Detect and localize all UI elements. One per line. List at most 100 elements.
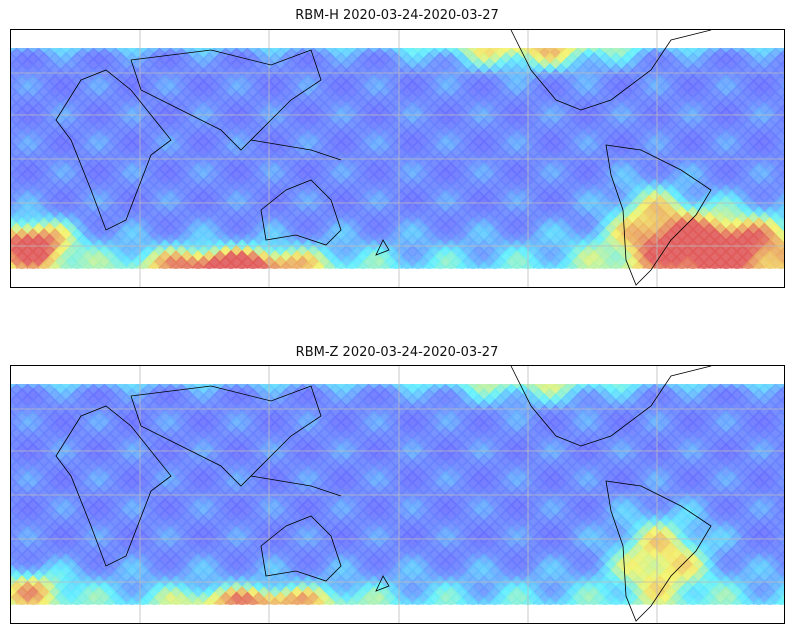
heatmap-cell [647,156,662,171]
heatmap-cell [218,384,233,397]
heatmap-cell [631,388,645,402]
heatmap-cell [636,178,651,193]
heatmap-cell [603,156,618,171]
heatmap-cell [763,52,777,66]
heatmap-cell [581,384,596,397]
heatmap-cell [378,129,392,143]
heatmap-cell [752,85,766,99]
heatmap-cell [180,465,194,479]
heatmap-cell [559,79,574,94]
heatmap-cell [306,415,321,430]
heatmap-cell [664,118,678,132]
heatmap-cell [664,173,678,187]
heatmap-cell [158,129,172,143]
heatmap-cell [576,498,590,512]
heatmap-cell [317,448,332,463]
heatmap-cell [383,123,398,138]
heatmap-cell [229,134,244,149]
heatmap-cell [108,244,123,259]
heatmap-cell [268,465,282,479]
heatmap-cell [334,432,348,446]
heatmap-cell [515,101,530,116]
heatmap-cell [768,145,783,160]
heatmap-cell [752,498,766,512]
heatmap-cell [345,129,359,143]
heatmap-cell [37,96,51,110]
heatmap-cell [730,399,744,413]
heatmap-cell [31,393,46,408]
heatmap-cell [295,384,310,397]
heatmap-cell [504,404,519,419]
heatmap-cell [185,470,200,485]
heatmap-cell [301,118,315,132]
heatmap-cell [730,465,744,479]
heatmap-cell [669,79,684,94]
heatmap-cell [48,107,62,121]
heatmap-cell [752,399,766,413]
heatmap-cell [53,393,68,408]
heatmap-cell [570,145,585,160]
heatmap-cell [389,399,403,413]
heatmap-cell [279,107,293,121]
heatmap-cell [460,415,475,430]
heatmap-cell [548,112,563,127]
heatmap-cell [669,233,684,248]
heatmap-cell [570,404,585,419]
heatmap-cell [592,68,607,83]
heatmap-cell [246,107,260,121]
heatmap-cell [537,123,552,138]
heatmap-cell [306,101,321,116]
heatmap-cell [515,448,530,463]
heatmap-cell [114,52,128,66]
heatmap-cell [15,465,29,479]
heatmap-cell [350,426,365,441]
heatmap-cell [686,151,700,165]
heatmap-cell [372,112,387,127]
heatmap-cell [416,123,431,138]
heatmap-cell [614,233,629,248]
heatmap-cell [724,57,739,72]
heatmap-cell [306,470,321,485]
heatmap-cell [482,393,497,408]
heatmap-cell [752,74,766,88]
heatmap-cell [537,57,552,72]
heatmap-cell [268,261,282,269]
heatmap-cell [559,178,574,193]
heatmap-cell [713,481,728,496]
heatmap-cell [350,384,365,397]
heatmap-cell [532,63,546,77]
heatmap-cell [609,74,623,88]
heatmap-cell [284,48,299,61]
heatmap-cell [735,189,750,204]
heatmap-cell [543,443,557,457]
heatmap-cell [565,498,579,512]
heatmap-cell [174,437,189,452]
heatmap-cell [768,222,783,237]
heatmap-cell [81,74,95,88]
heatmap-cell [609,250,623,264]
heatmap-cell [669,178,684,193]
heatmap-cell [389,410,403,424]
heatmap-cell [658,514,673,529]
heatmap-cell [658,178,673,193]
heatmap-cell [284,123,299,138]
heatmap-cell [532,228,546,242]
heatmap-cell [53,90,68,105]
heatmap-cell [609,399,623,413]
heatmap-cell [240,112,255,127]
heatmap-cell [735,101,750,116]
heatmap-cell [620,118,634,132]
heatmap-cell [691,123,706,138]
heatmap-cell [686,63,700,77]
heatmap-cell [730,140,744,154]
heatmap-cell [411,261,425,269]
heatmap-cell [548,415,563,430]
heatmap-cell [75,167,90,182]
heatmap-cell [548,167,563,182]
heatmap-cell [361,112,376,127]
heatmap-cell [554,432,568,446]
heatmap-cell [735,90,750,105]
heatmap-cell [493,123,508,138]
heatmap-cell [213,118,227,132]
heatmap-cell [108,437,123,452]
